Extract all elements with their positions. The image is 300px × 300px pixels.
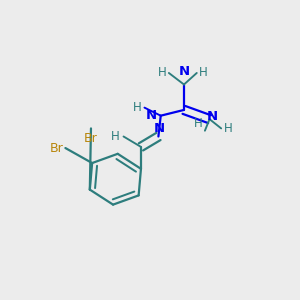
Text: H: H: [194, 117, 203, 130]
Text: H: H: [199, 67, 208, 80]
Text: Br: Br: [49, 142, 63, 154]
Text: H: H: [134, 101, 142, 114]
Text: H: H: [158, 67, 167, 80]
Text: H: H: [224, 122, 232, 135]
Text: N: N: [207, 110, 218, 123]
Text: N: N: [178, 64, 190, 78]
Text: H: H: [111, 130, 120, 143]
Text: N: N: [146, 109, 157, 122]
Text: Br: Br: [84, 132, 98, 145]
Text: N: N: [154, 122, 165, 135]
